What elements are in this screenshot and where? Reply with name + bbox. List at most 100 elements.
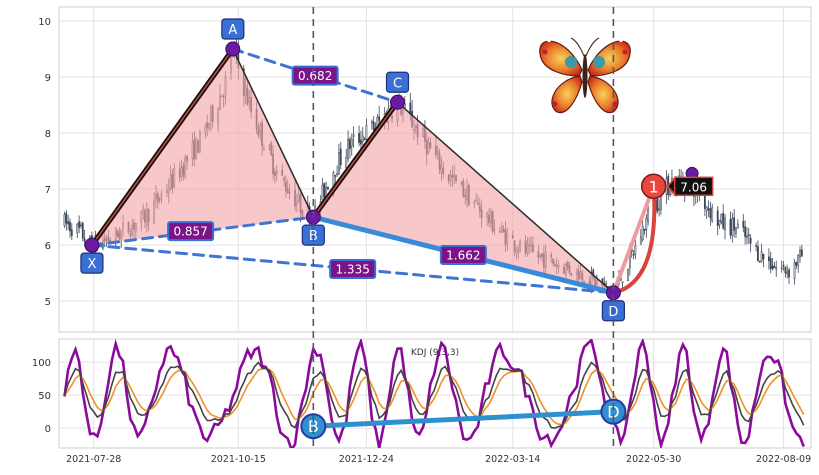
candle-body <box>338 152 340 175</box>
indicator-tick-label: 50 <box>38 391 51 402</box>
candle-body <box>83 238 86 242</box>
candle-body <box>800 249 803 257</box>
candle-body <box>321 184 324 201</box>
candle-body <box>361 135 364 143</box>
candle-body <box>339 148 342 165</box>
candle-body <box>709 208 712 219</box>
candle-body <box>799 249 801 258</box>
price-gridlines <box>59 7 811 332</box>
candle-body <box>621 281 624 284</box>
indicator-panel-background <box>58 338 812 449</box>
candle-body <box>372 121 375 131</box>
pattern-triangle-xab <box>91 49 314 246</box>
leg-line-ab <box>232 48 315 218</box>
vertex-dot-a <box>225 41 241 57</box>
candle-body <box>768 256 770 261</box>
candle-body <box>782 264 785 267</box>
leg-line-cd <box>396 101 614 294</box>
ratio-label-box <box>439 244 487 265</box>
vertex-label-box-x <box>80 252 104 274</box>
candle-body <box>70 229 73 236</box>
divergence-label-d: D <box>607 403 619 422</box>
candle-body <box>729 218 732 236</box>
candle-body <box>773 266 776 268</box>
candle-body <box>760 251 763 262</box>
candle-body <box>334 174 337 177</box>
ratio-label: 0.682 <box>298 69 332 83</box>
candle-body <box>645 217 648 230</box>
projection-circle <box>640 173 667 200</box>
candle-body <box>67 221 70 225</box>
vertex-label-box-a <box>221 18 245 40</box>
x-tick-label: 2021-07-28 <box>66 454 121 465</box>
indicator-tick-label: 0 <box>45 424 51 435</box>
candle-body <box>711 207 714 222</box>
candle-body <box>69 221 71 232</box>
target-value-label: 7.06 <box>680 180 707 194</box>
projection-label: 1 <box>649 177 659 196</box>
candle-body <box>643 228 646 231</box>
price-tick-label: 9 <box>45 73 51 84</box>
kdj-divergence-overlay: BD <box>300 398 627 440</box>
price-tick-label: 6 <box>45 241 51 252</box>
candle-body <box>758 260 761 263</box>
candle-body <box>323 183 326 198</box>
divergence-label-b: B <box>308 417 319 436</box>
divergence-circle-d <box>600 398 627 425</box>
target-value-box <box>673 176 714 197</box>
candle-body <box>349 139 351 150</box>
candle-body <box>731 218 734 237</box>
ratio-label-box <box>291 65 339 86</box>
candle-body <box>350 138 353 147</box>
candle-body <box>641 225 644 241</box>
divergence-circle-b <box>300 413 327 440</box>
candle-body <box>762 253 765 260</box>
x-tick-label: 2021-12-24 <box>339 454 394 465</box>
butterfly-icon <box>539 37 631 114</box>
pattern-triangle-bcd <box>313 102 614 293</box>
kdj-k-line <box>63 361 805 429</box>
x-tick-label: 2022-08-09 <box>756 454 811 465</box>
vertex-dot-c <box>389 94 405 110</box>
candle-body <box>363 138 366 141</box>
candle-body <box>720 214 723 223</box>
candle-body <box>771 265 774 270</box>
candle-body <box>327 186 329 190</box>
projection-line <box>611 184 656 295</box>
candle-body <box>352 134 355 138</box>
ratio-label-box <box>329 258 377 279</box>
price-tick-label: 10 <box>38 17 51 28</box>
price-y-axis: 5 6 7 8 9 10 <box>38 17 51 308</box>
kdj-lines <box>63 339 805 448</box>
candle-body <box>707 208 710 211</box>
candle-body <box>358 133 360 143</box>
candle-body <box>627 268 629 282</box>
candle-body <box>378 116 381 121</box>
candle-body <box>769 258 772 269</box>
candle-body <box>605 283 607 286</box>
candle-body <box>76 223 79 234</box>
candle-body <box>359 139 362 145</box>
candle-body <box>669 190 672 196</box>
candle-body <box>325 186 328 197</box>
candle-body <box>733 217 736 231</box>
candle-body <box>795 262 798 266</box>
candle-body <box>746 235 748 238</box>
candle-body <box>345 156 348 169</box>
candle-body <box>724 217 726 231</box>
kdj-d-line <box>63 367 805 426</box>
candle-body <box>784 266 787 274</box>
indicator-y-axis: 0 50 100 <box>32 358 51 435</box>
candle-body <box>716 210 719 226</box>
candle-body <box>639 236 642 245</box>
candle-body <box>370 121 373 124</box>
candle-body <box>634 245 637 255</box>
vertex-dot-x <box>84 237 100 253</box>
candle-body <box>757 246 759 262</box>
candle-body <box>718 219 721 226</box>
ratio-label-box <box>167 221 215 242</box>
candle-body <box>775 267 778 270</box>
leg-line-core-xa <box>91 48 234 246</box>
candle-body <box>780 267 783 269</box>
